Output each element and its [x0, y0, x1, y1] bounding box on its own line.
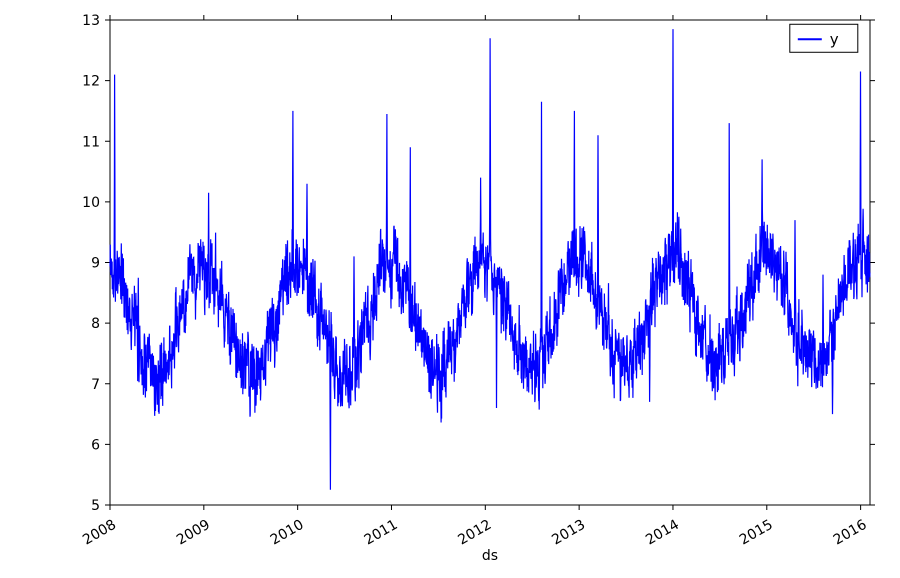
timeseries-chart: 5 6 7 8 9 10 11 12 13 2008 2009 2010 2011 2012 2013 201…: [0, 0, 900, 578]
y-tick-label: 12: [82, 74, 100, 90]
x-tick-label: 2016: [831, 517, 870, 549]
y-tick-label: 13: [82, 13, 100, 29]
x-tick-label: 2011: [362, 517, 401, 549]
y-tick-label: 10: [82, 195, 100, 211]
y-tick-label: 7: [91, 377, 100, 393]
x-tick-label: 2014: [643, 517, 682, 549]
x-tick-label: 2012: [455, 517, 494, 549]
x-tick-label: 2013: [549, 517, 588, 549]
y-tick-label: 5: [91, 498, 100, 514]
y-tick-label: 6: [91, 437, 100, 453]
x-axis-label: ds: [482, 548, 498, 564]
y-tick-label: 9: [91, 256, 100, 272]
x-tick-label: 2008: [80, 517, 119, 549]
legend-label: y: [830, 30, 839, 48]
y-tick-label: 11: [82, 134, 100, 150]
x-tick-label: 2015: [737, 517, 776, 549]
chart-svg: 5 6 7 8 9 10 11 12 13 2008 2009 2010 2011 2012 2013 201…: [0, 0, 900, 578]
x-tick-label: 2010: [268, 517, 307, 549]
y-tick-label: 8: [91, 316, 100, 332]
x-tick-label: 2009: [174, 517, 213, 549]
series-line-y: [110, 29, 870, 490]
